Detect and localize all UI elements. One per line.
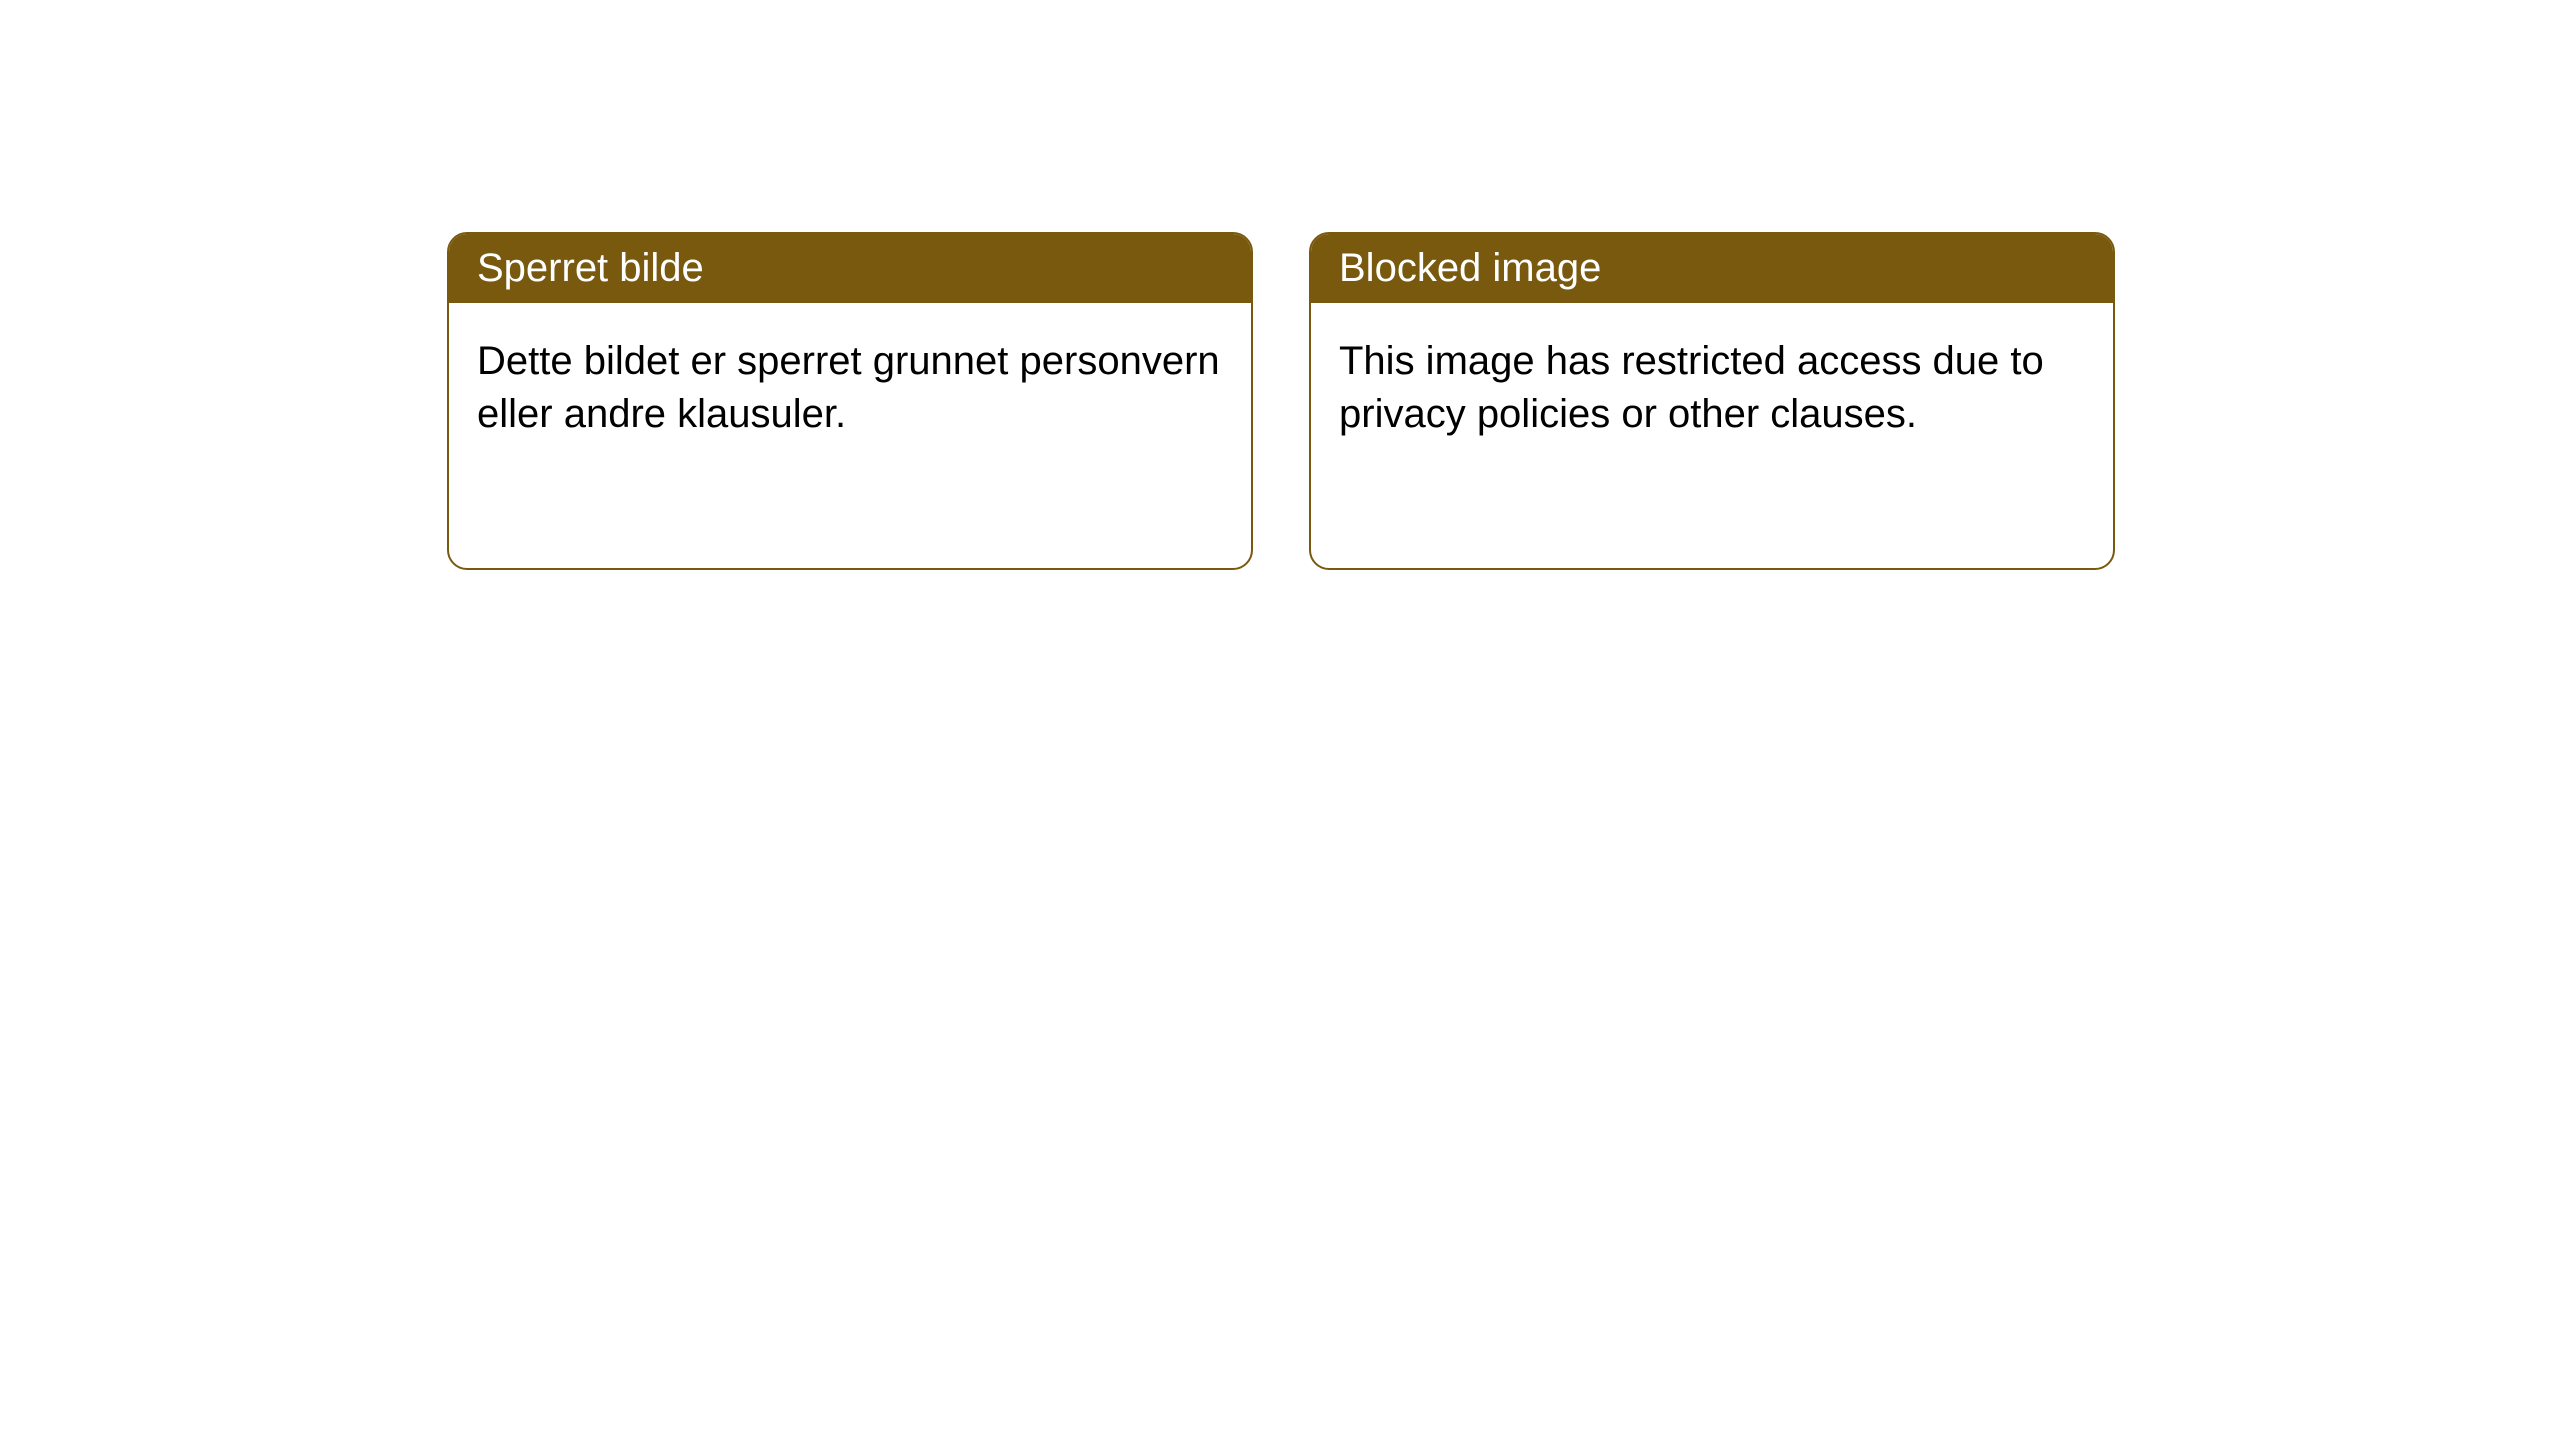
notice-header: Blocked image	[1311, 234, 2113, 303]
notice-title: Sperret bilde	[477, 246, 704, 290]
notice-header: Sperret bilde	[449, 234, 1251, 303]
notice-body-text: Dette bildet er sperret grunnet personve…	[477, 339, 1220, 436]
notice-body: This image has restricted access due to …	[1311, 303, 2113, 473]
notice-title: Blocked image	[1339, 246, 1601, 290]
notice-card-english: Blocked image This image has restricted …	[1309, 232, 2115, 570]
notice-card-norwegian: Sperret bilde Dette bildet er sperret gr…	[447, 232, 1253, 570]
notice-container: Sperret bilde Dette bildet er sperret gr…	[0, 0, 2560, 570]
notice-body-text: This image has restricted access due to …	[1339, 339, 2044, 436]
notice-body: Dette bildet er sperret grunnet personve…	[449, 303, 1251, 473]
